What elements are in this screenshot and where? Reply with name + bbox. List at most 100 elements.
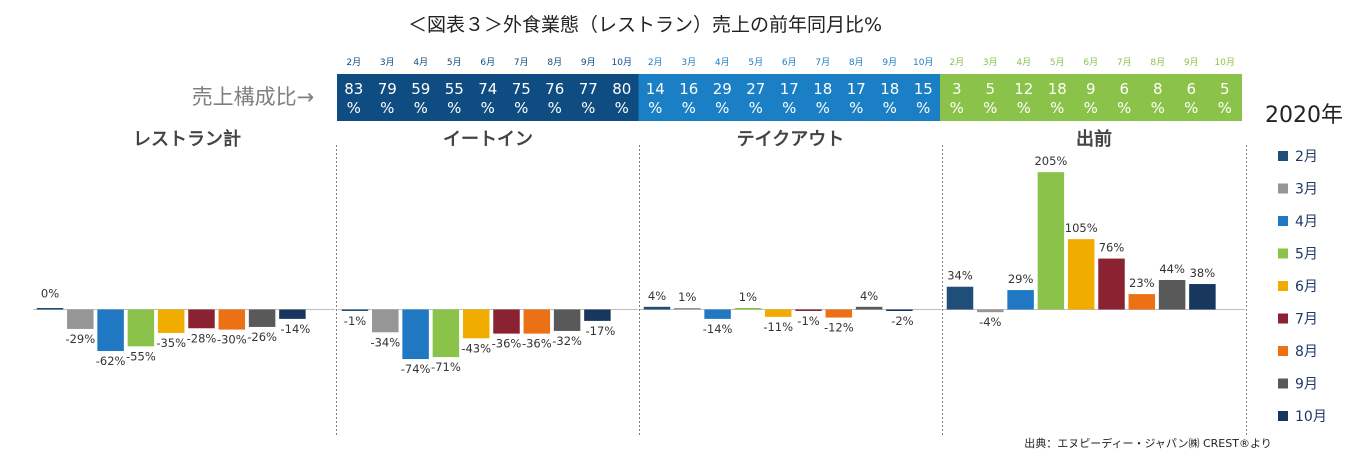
composition-value: 59: [411, 80, 430, 98]
data-label: -71%: [431, 360, 461, 374]
composition-value: 27: [746, 80, 765, 98]
bar: [188, 309, 215, 329]
composition-unit: %: [447, 99, 461, 117]
composition-month: 3月: [681, 57, 696, 68]
legend-label: 7月: [1295, 312, 1318, 328]
bar: [643, 306, 671, 310]
composition-value: 12: [1014, 80, 1033, 98]
composition-table: 2月83%3月79%4月59%5月55%6月74%7月75%8月76%9月77%…: [337, 57, 1242, 121]
composition-unit: %: [481, 99, 495, 117]
composition-value: 6: [1119, 80, 1129, 98]
data-label: -17%: [586, 324, 616, 338]
composition-label: 売上構成比→: [192, 85, 315, 109]
composition-month: 10月: [612, 57, 632, 68]
composition-value: 77: [579, 80, 598, 98]
legend-label: 10月: [1295, 409, 1327, 425]
composition-month: 9月: [1184, 57, 1199, 68]
data-label: 105%: [1065, 221, 1098, 235]
legend-swatch: [1278, 313, 1288, 324]
bar: [584, 309, 611, 321]
composition-value: 6: [1186, 80, 1196, 98]
data-label: -28%: [187, 331, 217, 345]
legend-swatch: [1278, 378, 1288, 389]
legend-swatch: [1278, 346, 1288, 356]
data-label: -4%: [979, 315, 1001, 329]
composition-unit: %: [1050, 99, 1064, 117]
data-label: 29%: [1008, 272, 1034, 286]
composition-unit: %: [816, 99, 830, 117]
data-label: 23%: [1129, 276, 1155, 290]
data-label: -29%: [65, 332, 95, 346]
bar: [341, 309, 369, 311]
composition-unit: %: [983, 99, 997, 117]
bar: [1007, 290, 1034, 310]
composition-value: 55: [445, 80, 464, 98]
composition-value: 18: [880, 80, 899, 98]
composition-month: 6月: [782, 57, 797, 68]
bar: [462, 309, 490, 339]
composition-unit: %: [581, 99, 595, 117]
data-label: -2%: [891, 314, 913, 328]
bar: [855, 306, 883, 310]
composition-unit: %: [648, 99, 662, 117]
legend-label: 3月: [1295, 182, 1318, 198]
data-label: 205%: [1034, 154, 1067, 168]
composition-month: 10月: [1215, 57, 1235, 68]
composition-month: 2月: [949, 57, 964, 68]
composition-value: 74: [478, 80, 497, 98]
bar: [523, 309, 551, 334]
composition-month: 7月: [1117, 57, 1132, 68]
composition-unit: %: [916, 99, 930, 117]
composition-unit: %: [883, 99, 897, 117]
data-label: -11%: [763, 320, 793, 334]
bar: [432, 309, 460, 358]
data-label: 1%: [678, 290, 696, 304]
composition-unit: %: [682, 99, 696, 117]
composition-value: 3: [952, 80, 962, 98]
bar: [886, 309, 913, 311]
composition-unit: %: [749, 99, 763, 117]
composition-month: 4月: [1016, 57, 1031, 68]
bar: [764, 309, 792, 317]
bar: [977, 309, 1004, 313]
composition-value: 29: [713, 80, 732, 98]
bar: [704, 309, 731, 319]
composition-month: 9月: [882, 57, 897, 68]
data-label: -35%: [156, 336, 186, 350]
bar: [67, 309, 94, 329]
group-title: レストラン計: [133, 128, 241, 150]
bar: [825, 309, 853, 318]
bar: [946, 286, 974, 310]
data-label: -1%: [797, 314, 819, 328]
composition-month: 8月: [547, 57, 562, 68]
composition-value: 16: [679, 80, 698, 98]
bar: [493, 309, 520, 334]
bar: [36, 308, 64, 310]
group-title: 出前: [1076, 128, 1112, 150]
data-label: 1%: [739, 290, 757, 304]
data-label: -26%: [247, 330, 277, 344]
data-label: -12%: [824, 321, 854, 335]
bar: [279, 309, 306, 319]
composition-value: 80: [612, 80, 631, 98]
legend-swatch: [1278, 151, 1288, 161]
group-title: テイクアウト: [737, 129, 845, 150]
composition-unit: %: [1117, 99, 1131, 117]
data-label: 4%: [860, 289, 878, 303]
composition-month: 7月: [815, 57, 830, 68]
composition-unit: %: [715, 99, 729, 117]
composition-month: 4月: [715, 57, 730, 68]
composition-value: 76: [545, 80, 564, 98]
bar: [157, 309, 185, 333]
bar: [553, 309, 581, 331]
composition-unit: %: [1151, 99, 1165, 117]
composition-month: 3月: [983, 57, 998, 68]
composition-value: 17: [847, 80, 866, 98]
data-label: -30%: [217, 333, 247, 347]
composition-month: 4月: [413, 57, 428, 68]
composition-month: 5月: [447, 57, 462, 68]
composition-month: 2月: [648, 57, 663, 68]
bar: [127, 309, 155, 347]
composition-month: 5月: [748, 57, 763, 68]
composition-month: 9月: [581, 57, 596, 68]
